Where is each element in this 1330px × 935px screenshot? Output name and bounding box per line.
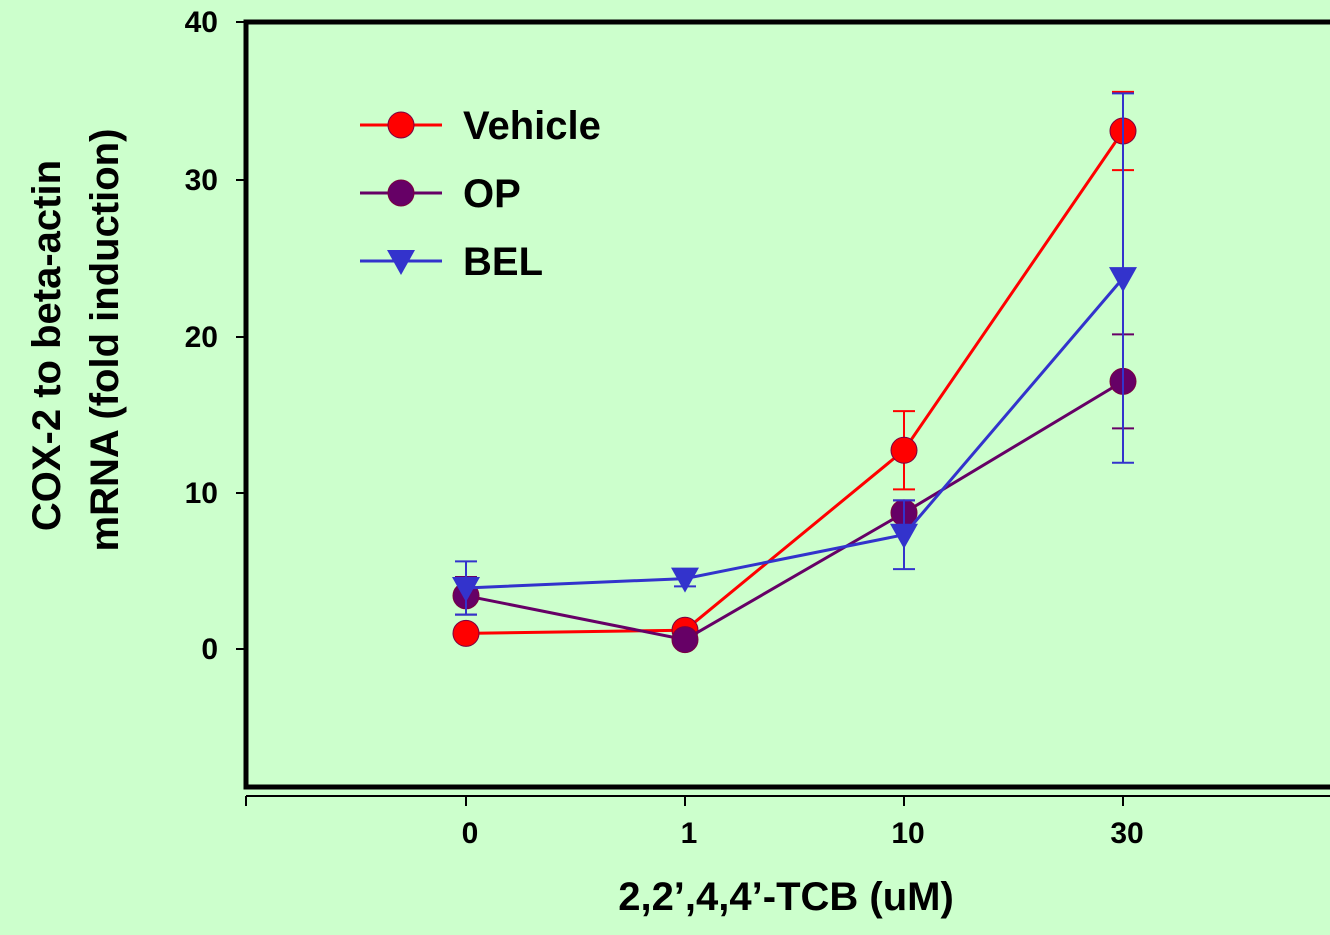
legend-label: OP [463,172,521,216]
x-axis-title: 2,2’,4,4’-TCB (uM) [618,875,954,919]
series-vehicle [452,90,1137,647]
x-axis-ticks: 0 1 10 30 [245,796,1144,850]
x-tick-label: 10 [891,817,924,850]
legend: Vehicle OP BEL [360,104,601,284]
y-axis-title-line1: COX-2 to beta-actin [25,160,69,531]
data-point-vehicle [452,619,480,647]
x-tick-label: 1 [681,817,698,850]
x-tick-label: 0 [462,817,479,850]
data-point-bel [1109,267,1137,293]
series-bel [452,92,1137,616]
y-axis-ticks: 0 10 20 30 40 [185,6,246,666]
y-tick-label: 10 [185,477,218,510]
legend-item-op: OP [360,172,521,216]
y-tick-label: 30 [185,164,218,197]
y-tick-label: 20 [185,321,218,354]
x-tick-label: 30 [1110,817,1143,850]
data-point-op [671,626,699,654]
data-point-bel [671,567,699,593]
series-line-bel [465,277,1125,590]
series-line-vehicle [465,130,1125,635]
data-point-bel [890,523,918,549]
data-point-bel [452,576,480,602]
series-layer [452,90,1137,654]
legend-marker [387,111,415,139]
y-tick-label: 40 [185,6,218,39]
legend-marker [387,250,415,275]
series-line-op [465,380,1124,642]
legend-item-bel: BEL [360,240,543,284]
legend-label: BEL [463,240,543,284]
data-point-vehicle [890,436,918,464]
legend-marker [387,179,415,207]
legend-label: Vehicle [463,104,601,148]
legend-item-vehicle: Vehicle [360,104,601,148]
y-tick-label: 0 [201,633,218,666]
plot-frame [243,19,1330,790]
y-axis-title: COX-2 to beta-actin mRNA (fold induction… [25,129,127,552]
y-axis-title-line2: mRNA (fold induction) [83,129,127,552]
